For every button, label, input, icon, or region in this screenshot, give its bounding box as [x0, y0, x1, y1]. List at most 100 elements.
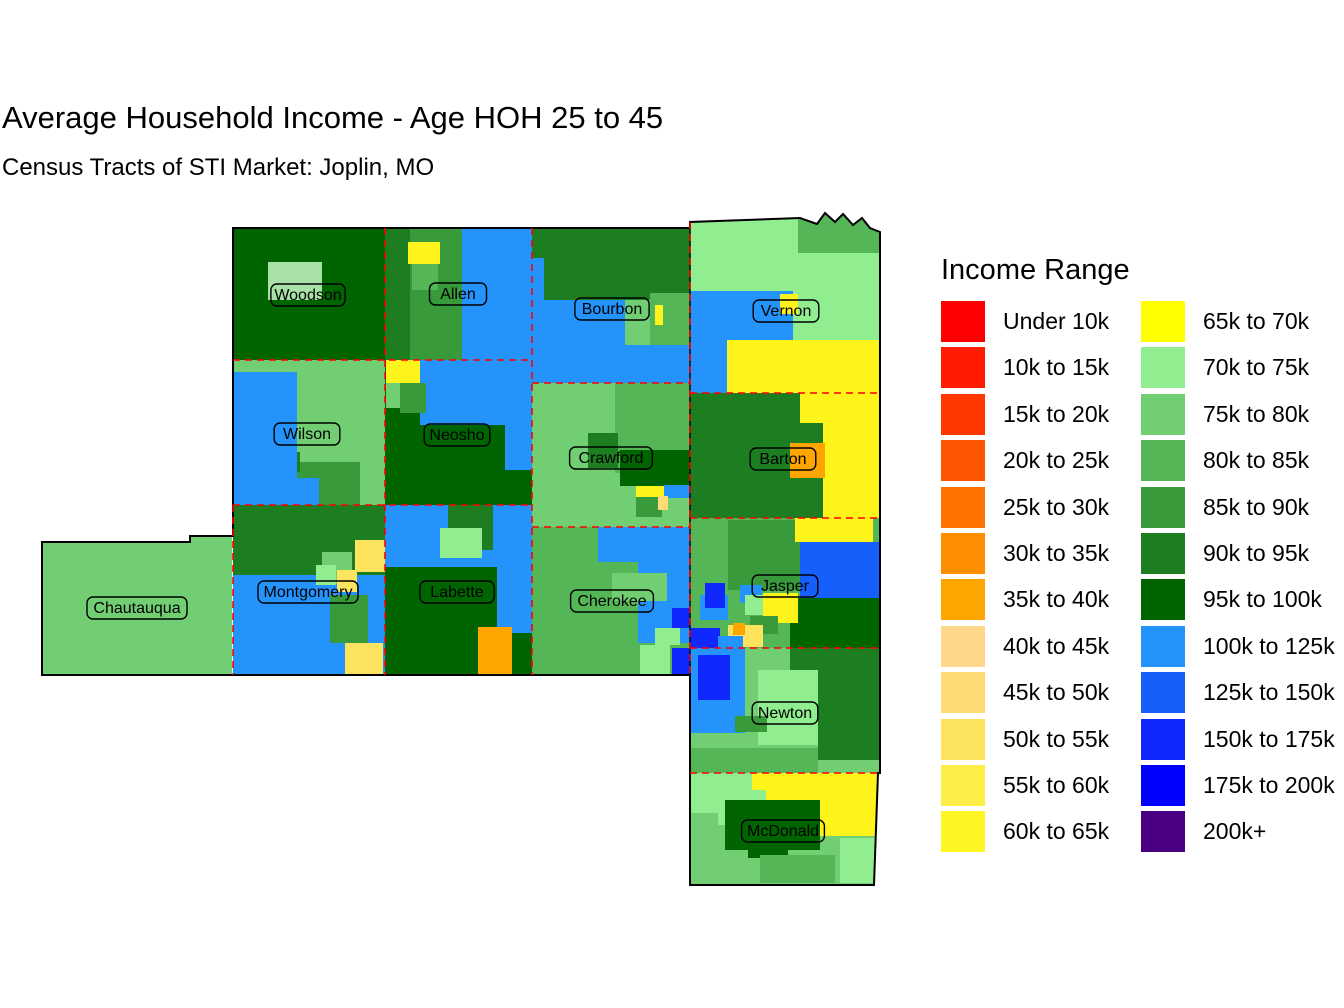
legend-item: 25k to 30k	[941, 486, 1110, 528]
census-tract	[316, 565, 336, 585]
legend-item-label: 75k to 80k	[1203, 400, 1310, 427]
legend-item-label: 25k to 30k	[1003, 493, 1110, 520]
census-tract	[386, 360, 420, 383]
county-label-crawford: Crawford	[568, 446, 654, 470]
census-tract	[672, 608, 690, 628]
county-barton	[690, 393, 880, 518]
county-label-box	[751, 701, 819, 725]
legend-swatch	[941, 625, 985, 667]
census-tract	[728, 520, 803, 590]
legend-item: 20k to 25k	[941, 440, 1109, 482]
county-label-box	[569, 589, 655, 613]
legend-column-low: Under 10k 10k to 15k 15k to 20k 20k to 25k 2…	[941, 301, 1110, 853]
market-boundary	[41, 211, 881, 886]
county-label-box	[419, 580, 495, 604]
census-tract	[733, 623, 745, 635]
census-tract	[668, 498, 690, 527]
county-label-text: Allen	[440, 286, 476, 303]
census-tract	[758, 670, 818, 745]
legend-item: 80k to 85k	[1141, 440, 1335, 482]
county-label-woodson: Woodson	[270, 283, 346, 307]
legend-item-label: 90k to 95k	[1203, 539, 1310, 566]
census-tract	[760, 855, 835, 883]
county-label-barton: Barton	[749, 447, 817, 471]
legend-item: 75k to 80k	[1141, 393, 1335, 435]
county-label-bourbon: Bourbon	[574, 297, 650, 321]
census-tract	[658, 496, 668, 510]
county-label-box	[270, 283, 346, 307]
legend-item: 10k to 15k	[941, 347, 1110, 389]
legend-swatch	[941, 672, 985, 714]
census-tract	[790, 443, 825, 478]
census-tract	[355, 540, 385, 572]
legend-item-label: 40k to 45k	[1003, 632, 1110, 659]
county-label-box	[273, 422, 341, 446]
county-woodson	[233, 228, 385, 360]
census-tract	[297, 478, 319, 505]
census-tract	[620, 450, 690, 486]
legend-item-label: 35k to 40k	[1003, 586, 1110, 613]
census-tract	[718, 636, 743, 648]
legend-item-label: 100k to 125k	[1203, 632, 1335, 659]
legend-item-label: 200k+	[1203, 818, 1267, 845]
legend-swatch	[1141, 718, 1185, 760]
legend-swatch	[1141, 764, 1185, 806]
census-tract	[655, 305, 663, 325]
county-label-newton: Newton	[751, 701, 819, 725]
legend-swatch	[1141, 672, 1185, 714]
census-tract	[655, 628, 680, 645]
census-tract	[400, 383, 426, 413]
legend-item: 100k to 125k	[1141, 625, 1335, 667]
legend-item-label: 45k to 50k	[1003, 679, 1110, 706]
census-tract	[478, 627, 512, 675]
legend-item-label: 50k to 55k	[1003, 725, 1110, 752]
legend-swatch	[1141, 486, 1185, 528]
legend-item-label: 10k to 15k	[1003, 354, 1110, 381]
county-allen	[385, 228, 532, 360]
legend-item: 15k to 20k	[941, 393, 1109, 435]
census-tract	[345, 643, 383, 675]
county-label-text: Labette	[430, 584, 483, 601]
census-tract	[612, 573, 667, 601]
county-crawford	[532, 383, 690, 527]
legend: Income Range Under 10k 10k to 15k 15k to 2…	[941, 254, 1344, 866]
census-tract	[636, 486, 666, 498]
county-label-box	[428, 282, 488, 306]
county-label-labette: Labette	[419, 580, 495, 604]
legend-item-label: 175k to 200k	[1203, 771, 1335, 798]
census-tract	[412, 264, 438, 290]
legend-swatch	[1141, 347, 1185, 389]
legend-swatch	[941, 486, 985, 528]
legend-item-label: Under 10k	[1003, 308, 1110, 334]
county-jasper	[690, 518, 880, 648]
county-label-cherokee: Cherokee	[569, 589, 655, 613]
census-tract	[664, 485, 690, 498]
county-label-box	[423, 423, 491, 447]
county-label-text: Jasper	[761, 578, 810, 595]
census-tract	[386, 383, 400, 408]
county-label-text: Newton	[758, 705, 812, 722]
county-bourbon	[532, 228, 690, 383]
census-tract	[727, 340, 880, 393]
census-tract	[233, 372, 297, 505]
legend-swatch	[1141, 393, 1185, 435]
census-tract	[268, 262, 322, 300]
legend-swatch	[1141, 440, 1185, 482]
census-tract	[462, 228, 532, 360]
census-tract	[698, 655, 730, 700]
county-label-box	[257, 580, 359, 604]
census-tract	[440, 528, 482, 558]
county-label-text: Wilson	[283, 426, 331, 443]
census-tract	[690, 628, 720, 648]
county-label-text: Neosho	[429, 427, 484, 444]
census-tract	[748, 840, 788, 858]
legend-item: 40k to 45k	[941, 625, 1110, 667]
legend-swatch	[941, 301, 985, 342]
county-wilson	[233, 360, 385, 505]
legend-item-label: 55k to 60k	[1003, 771, 1110, 798]
census-tract	[823, 393, 880, 518]
county-newton	[690, 648, 880, 773]
county-label-text: McDonald	[747, 823, 819, 840]
county-label-box	[568, 446, 654, 470]
